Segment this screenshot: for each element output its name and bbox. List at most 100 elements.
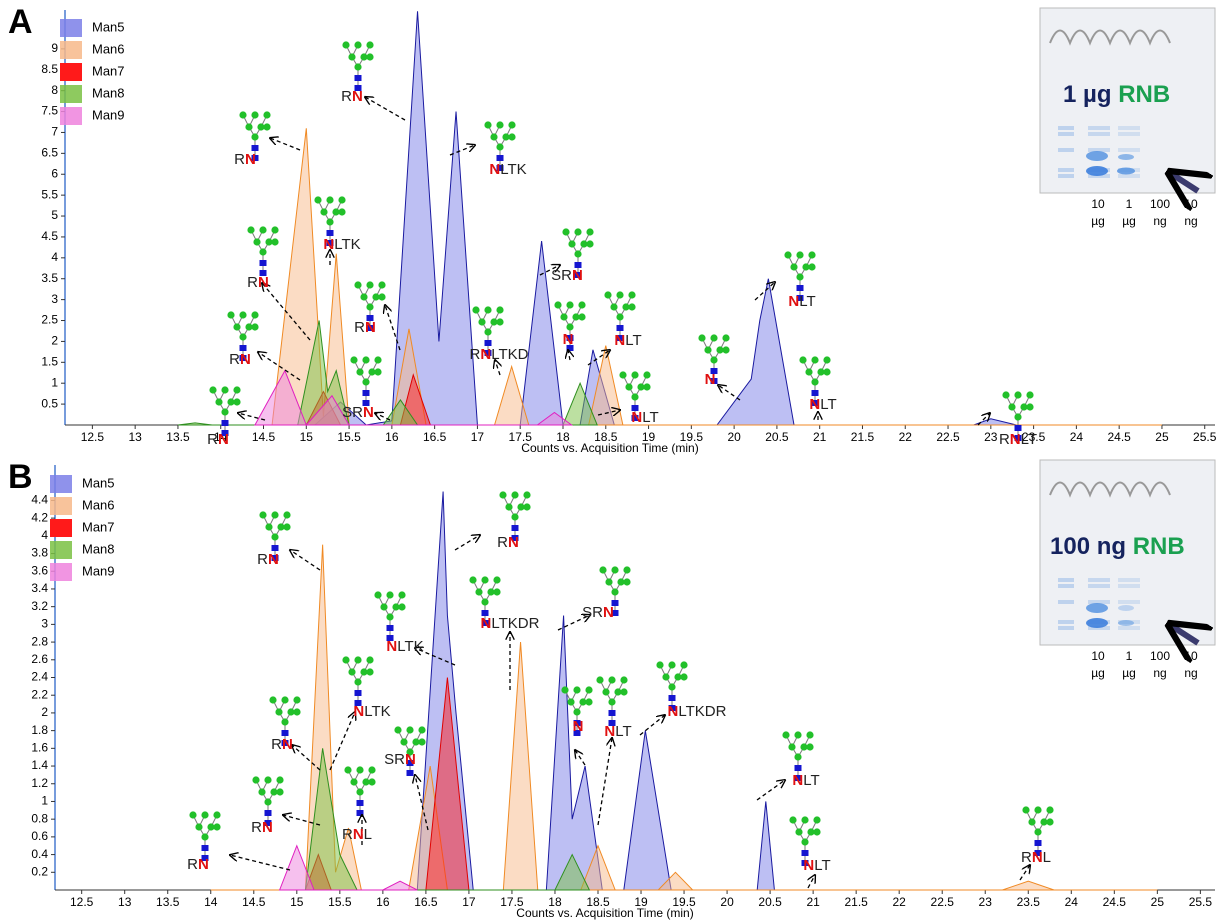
mannose bbox=[362, 378, 370, 386]
mannose bbox=[796, 251, 804, 259]
mannose bbox=[496, 143, 504, 151]
legend-label: Man6 bbox=[82, 497, 115, 512]
mannose bbox=[807, 828, 815, 836]
mannose bbox=[386, 591, 394, 599]
glcnac bbox=[611, 610, 619, 616]
mannose bbox=[643, 383, 651, 391]
glycan-icon bbox=[604, 291, 636, 341]
x-tick-label: 23 bbox=[984, 430, 998, 444]
y-tick-label: 2.2 bbox=[31, 687, 48, 701]
gel-band bbox=[1058, 132, 1074, 136]
annotation-arrow bbox=[587, 350, 610, 366]
x-tick-label: 22 bbox=[893, 895, 907, 909]
gel-band bbox=[1118, 626, 1140, 630]
y-tick-label: 3.6 bbox=[31, 563, 48, 577]
x-tick-label: 22.5 bbox=[936, 430, 960, 444]
mannose bbox=[614, 688, 622, 696]
x-tick-label: 19.5 bbox=[680, 430, 704, 444]
gel-band bbox=[1118, 578, 1140, 582]
annotation-char: N bbox=[480, 346, 491, 363]
annotation-char: R bbox=[999, 431, 1010, 448]
x-tick-label: 21.5 bbox=[851, 430, 875, 444]
y-tick-label: 3.2 bbox=[31, 599, 48, 613]
gel-arrow bbox=[1170, 173, 1198, 191]
mannose bbox=[269, 696, 277, 704]
annotation: RNLT bbox=[999, 431, 1037, 448]
glycan-icon bbox=[499, 491, 531, 541]
x-tick-label: 13.5 bbox=[166, 430, 190, 444]
mannose bbox=[487, 588, 495, 596]
mannose bbox=[354, 281, 362, 289]
annotation-arrow bbox=[575, 750, 586, 766]
x-tick-label: 13 bbox=[118, 895, 132, 909]
glycan-icon bbox=[782, 731, 814, 781]
gel-band bbox=[1088, 174, 1110, 178]
mannose bbox=[484, 328, 492, 336]
mannose bbox=[374, 356, 382, 364]
glcnac bbox=[573, 730, 581, 736]
x-tick-label: 22.5 bbox=[931, 895, 955, 909]
annotation-char: T bbox=[498, 346, 507, 363]
mannose bbox=[293, 696, 301, 704]
annotation-char: R bbox=[251, 819, 262, 836]
x-tick-label: 17.5 bbox=[500, 895, 524, 909]
mannose bbox=[271, 238, 279, 246]
mannose bbox=[209, 386, 217, 394]
annotation-arrow bbox=[977, 413, 990, 426]
mannose bbox=[823, 368, 831, 376]
annotation: RN bbox=[207, 431, 229, 448]
glcnac bbox=[1014, 425, 1022, 431]
glcnac bbox=[264, 820, 272, 826]
mannose bbox=[579, 698, 587, 706]
gel-band bbox=[1118, 600, 1140, 604]
lane-unit: µg bbox=[1122, 214, 1136, 228]
glcnac bbox=[406, 760, 414, 766]
glcnac bbox=[406, 770, 414, 776]
annotation-char: R bbox=[247, 274, 258, 291]
mannose bbox=[239, 311, 247, 319]
glycan-icon bbox=[1002, 391, 1034, 441]
annotation: RN bbox=[497, 534, 519, 551]
mannose bbox=[796, 273, 804, 281]
annotation-char: L bbox=[491, 615, 499, 632]
annotation-char: N bbox=[572, 267, 583, 284]
annotation: NLT bbox=[604, 723, 631, 740]
mannose bbox=[368, 766, 376, 774]
mannose bbox=[1014, 413, 1022, 421]
mannose bbox=[599, 566, 607, 574]
mannose bbox=[568, 240, 576, 248]
annotation-arrow bbox=[557, 615, 590, 631]
annotation-char: K bbox=[695, 703, 705, 720]
annotation-char: T bbox=[1028, 431, 1037, 448]
annotation-char: R bbox=[257, 551, 268, 568]
mannose bbox=[790, 263, 798, 271]
glcnac bbox=[710, 378, 718, 384]
mannose bbox=[808, 251, 816, 259]
mannose bbox=[356, 766, 364, 774]
legend-swatch bbox=[60, 41, 82, 59]
inset-amount: 100 ng bbox=[1050, 533, 1126, 560]
annotation: NLT bbox=[614, 332, 641, 349]
mannose bbox=[251, 323, 259, 331]
mannose bbox=[623, 566, 631, 574]
inset-amount: 1 µg bbox=[1063, 81, 1112, 108]
glycan-icon bbox=[239, 111, 271, 161]
glycan-icon bbox=[656, 661, 688, 711]
mannose bbox=[698, 334, 706, 342]
glcnac bbox=[631, 415, 639, 421]
y-tick-label: 2.4 bbox=[31, 670, 48, 684]
mannose bbox=[366, 281, 374, 289]
gel-band bbox=[1088, 626, 1110, 630]
gel-band bbox=[1058, 148, 1074, 152]
legend-label: Man7 bbox=[92, 63, 125, 78]
gel-band bbox=[1058, 626, 1074, 630]
annotation: NLT bbox=[803, 857, 830, 874]
mannose bbox=[469, 576, 477, 584]
x-tick-label: 23 bbox=[979, 895, 993, 909]
mannose bbox=[350, 356, 358, 364]
y-tick-label: 3.5 bbox=[41, 271, 58, 285]
mannose bbox=[813, 816, 821, 824]
mannose bbox=[620, 688, 628, 696]
mannose bbox=[1014, 391, 1022, 399]
